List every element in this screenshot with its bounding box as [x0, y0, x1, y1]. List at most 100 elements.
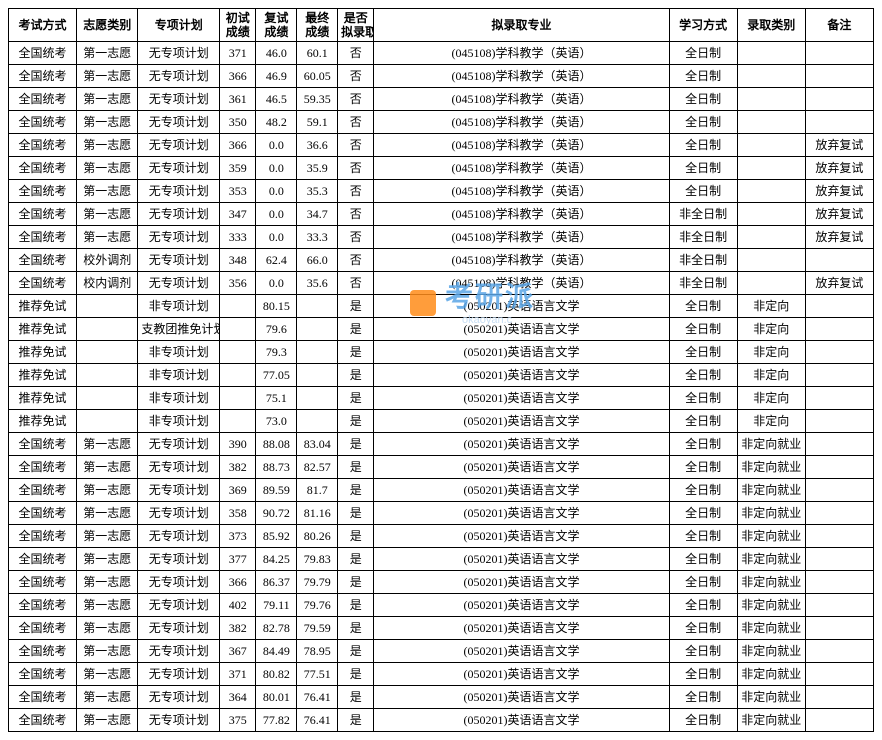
table-cell: 无专项计划	[138, 249, 220, 272]
column-header: 最终成绩	[297, 9, 338, 42]
table-cell	[77, 318, 138, 341]
table-row: 全国统考第一志愿无专项计划3530.035.3否(045108)学科教学（英语）…	[9, 180, 874, 203]
table-cell: 无专项计划	[138, 157, 220, 180]
table-body: 全国统考第一志愿无专项计划37146.060.1否(045108)学科教学（英语…	[9, 42, 874, 732]
table-cell	[297, 341, 338, 364]
table-cell: 35.9	[297, 157, 338, 180]
table-cell: 非定向就业	[737, 686, 805, 709]
table-cell: 非定向就业	[737, 433, 805, 456]
table-cell: 无专项计划	[138, 525, 220, 548]
table-cell: 全国统考	[9, 663, 77, 686]
table-row: 全国统考第一志愿无专项计划36646.960.05否(045108)学科教学（英…	[9, 65, 874, 88]
table-cell	[77, 364, 138, 387]
table-header: 考试方式志愿类别专项计划初试成绩复试成绩最终成绩是否拟录取拟录取专业学习方式录取…	[9, 9, 874, 42]
table-cell: (045108)学科教学（英语）	[374, 157, 669, 180]
table-cell: (050201)英语语言文学	[374, 502, 669, 525]
table-row: 全国统考第一志愿无专项计划3660.036.6否(045108)学科教学（英语）…	[9, 134, 874, 157]
table-cell: 是	[338, 548, 374, 571]
table-cell: 0.0	[256, 226, 297, 249]
table-cell: (050201)英语语言文学	[374, 571, 669, 594]
table-cell: 否	[338, 42, 374, 65]
table-cell: 全国统考	[9, 42, 77, 65]
table-cell: 全国统考	[9, 180, 77, 203]
table-cell: 无专项计划	[138, 479, 220, 502]
table-cell: 全日制	[669, 548, 737, 571]
table-cell: 非定向就业	[737, 663, 805, 686]
table-cell: 35.6	[297, 272, 338, 295]
table-cell: 推荐免试	[9, 387, 77, 410]
table-cell: 33.3	[297, 226, 338, 249]
table-cell: 全日制	[669, 364, 737, 387]
table-cell: 81.16	[297, 502, 338, 525]
table-cell: 全国统考	[9, 640, 77, 663]
table-cell: 全日制	[669, 157, 737, 180]
table-cell: 推荐免试	[9, 364, 77, 387]
column-header: 录取类别	[737, 9, 805, 42]
table-cell: 361	[220, 88, 256, 111]
table-cell	[220, 318, 256, 341]
table-cell: 放弃复试	[805, 272, 873, 295]
table-cell: 366	[220, 571, 256, 594]
table-cell	[297, 295, 338, 318]
table-cell: 全日制	[669, 433, 737, 456]
table-cell	[220, 364, 256, 387]
table-cell: 全国统考	[9, 548, 77, 571]
table-cell: 全日制	[669, 571, 737, 594]
table-cell: (045108)学科教学（英语）	[374, 42, 669, 65]
table-cell: 0.0	[256, 272, 297, 295]
table-cell	[805, 663, 873, 686]
table-cell: 46.0	[256, 42, 297, 65]
table-cell: 全国统考	[9, 571, 77, 594]
table-cell: 79.83	[297, 548, 338, 571]
table-cell: (050201)英语语言文学	[374, 456, 669, 479]
table-cell: 全日制	[669, 456, 737, 479]
table-cell: 76.41	[297, 709, 338, 732]
table-row: 推荐免试支教团推免计划79.6是(050201)英语语言文学全日制非定向	[9, 318, 874, 341]
table-cell: 60.1	[297, 42, 338, 65]
table-cell: 否	[338, 180, 374, 203]
table-cell: 第一志愿	[77, 111, 138, 134]
table-cell: 83.04	[297, 433, 338, 456]
table-cell: 375	[220, 709, 256, 732]
table-cell: 是	[338, 709, 374, 732]
table-cell: 79.3	[256, 341, 297, 364]
table-cell: 第一志愿	[77, 525, 138, 548]
table-cell	[737, 249, 805, 272]
table-cell: 否	[338, 111, 374, 134]
table-cell: 第一志愿	[77, 686, 138, 709]
table-cell: (050201)英语语言文学	[374, 479, 669, 502]
table-cell: 是	[338, 364, 374, 387]
table-cell: 第一志愿	[77, 479, 138, 502]
table-row: 全国统考第一志愿无专项计划36686.3779.79是(050201)英语语言文…	[9, 571, 874, 594]
table-cell: 全国统考	[9, 502, 77, 525]
table-cell	[805, 617, 873, 640]
table-cell: 371	[220, 663, 256, 686]
table-cell: (050201)英语语言文学	[374, 709, 669, 732]
table-cell: 359	[220, 157, 256, 180]
table-row: 全国统考校内调剂无专项计划3560.035.6否(045108)学科教学（英语）…	[9, 272, 874, 295]
table-cell: 无专项计划	[138, 433, 220, 456]
table-cell: (045108)学科教学（英语）	[374, 249, 669, 272]
table-cell: 非专项计划	[138, 364, 220, 387]
table-cell: 无专项计划	[138, 180, 220, 203]
table-cell: 373	[220, 525, 256, 548]
table-cell: 是	[338, 433, 374, 456]
table-cell: 非定向就业	[737, 502, 805, 525]
table-cell: 全国统考	[9, 525, 77, 548]
table-cell: 无专项计划	[138, 203, 220, 226]
table-row: 全国统考第一志愿无专项计划36989.5981.7是(050201)英语语言文学…	[9, 479, 874, 502]
table-cell	[737, 65, 805, 88]
table-cell: 全日制	[669, 134, 737, 157]
table-cell: 第一志愿	[77, 226, 138, 249]
table-cell: 是	[338, 295, 374, 318]
table-cell: 非专项计划	[138, 410, 220, 433]
table-cell: 是	[338, 387, 374, 410]
table-cell: 是	[338, 502, 374, 525]
table-cell: 80.26	[297, 525, 338, 548]
table-cell: 校外调剂	[77, 249, 138, 272]
table-cell: 放弃复试	[805, 157, 873, 180]
table-cell: 是	[338, 456, 374, 479]
table-cell: 76.41	[297, 686, 338, 709]
table-cell: 全国统考	[9, 157, 77, 180]
table-row: 全国统考第一志愿无专项计划40279.1179.76是(050201)英语语言文…	[9, 594, 874, 617]
